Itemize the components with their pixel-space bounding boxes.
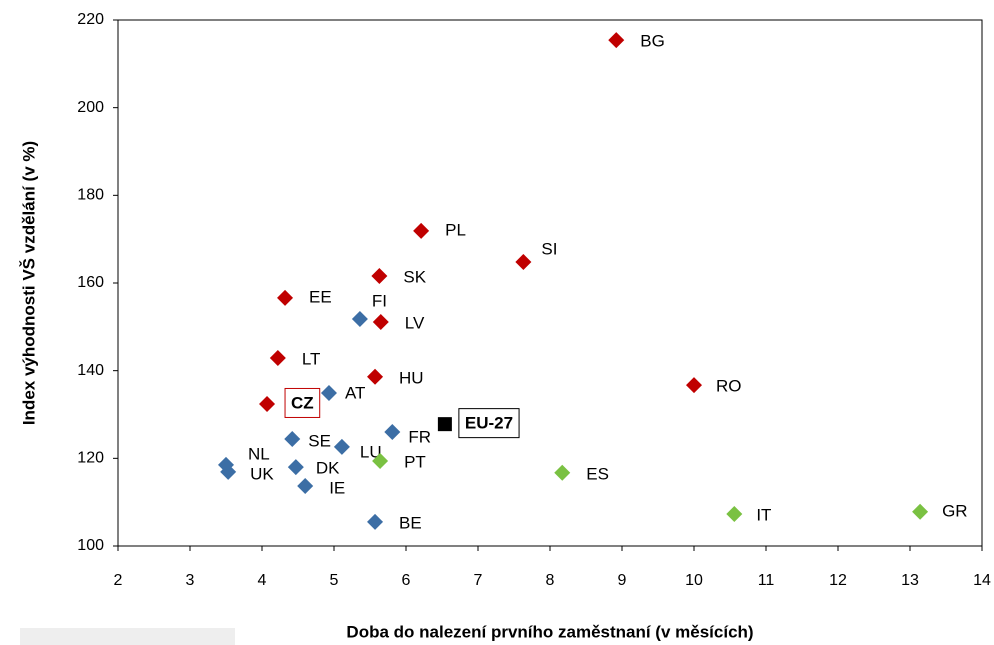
y-tick-label: 160	[77, 274, 104, 291]
point	[367, 513, 384, 530]
point	[320, 385, 337, 402]
point	[608, 32, 625, 49]
point-label: PL	[445, 220, 466, 239]
point-label: FI	[372, 291, 387, 310]
x-axis-title: Doba do nalezení prvního zaměstnaní (v m…	[346, 622, 753, 641]
point	[333, 438, 350, 455]
point-label: IE	[329, 478, 345, 497]
point	[269, 349, 286, 366]
y-tick-label: 180	[77, 187, 104, 204]
point	[413, 222, 430, 239]
point-label: ES	[586, 464, 609, 483]
y-tick-label: 140	[77, 362, 104, 379]
x-tick-label: 9	[618, 572, 627, 589]
point-label: SK	[403, 267, 426, 286]
point	[277, 289, 294, 306]
point-label: LV	[405, 313, 425, 332]
x-tick-label: 8	[546, 572, 555, 589]
point-label: BE	[399, 513, 422, 532]
point-label: SE	[308, 432, 331, 451]
point	[367, 368, 384, 385]
x-tick-label: 14	[973, 572, 991, 589]
point-label: EE	[309, 287, 332, 306]
x-tick-label: 13	[901, 572, 919, 589]
point-label: DK	[316, 459, 340, 478]
point	[351, 310, 368, 327]
point	[554, 464, 571, 481]
point	[372, 314, 389, 331]
x-tick-label: 12	[829, 572, 847, 589]
x-tick-label: 2	[114, 572, 123, 589]
point-label: PT	[404, 452, 426, 471]
point-label: NL	[248, 444, 270, 463]
label-box	[284, 387, 321, 418]
label-box	[458, 408, 520, 439]
x-tick-label: 7	[474, 572, 483, 589]
point	[912, 503, 929, 520]
point	[284, 431, 301, 448]
point-label: HU	[399, 368, 424, 387]
point	[220, 463, 237, 480]
x-tick-label: 4	[258, 572, 267, 589]
x-tick-label: 5	[330, 572, 339, 589]
point	[515, 253, 532, 270]
y-tick-label: 100	[77, 537, 104, 554]
point-label: RO	[716, 377, 742, 396]
y-tick-label: 120	[77, 450, 104, 467]
point	[686, 377, 702, 394]
y-tick-label: 220	[77, 11, 104, 28]
x-tick-label: 3	[186, 572, 195, 589]
y-axis-title: Index výhodnosti VŠ vzdělání (v %)	[19, 141, 38, 425]
point-label: CZ	[291, 393, 314, 412]
point-label: BG	[640, 32, 665, 51]
point-label: GR	[942, 501, 968, 520]
point	[384, 424, 401, 441]
x-tick-label: 11	[758, 572, 775, 589]
x-tick-label: 10	[685, 572, 703, 589]
point	[371, 267, 388, 284]
point	[437, 417, 452, 432]
point-label: LU	[360, 442, 382, 461]
point	[372, 452, 389, 469]
point-label: IT	[756, 505, 771, 524]
plot-area	[117, 19, 983, 547]
point-label: EU-27	[465, 414, 513, 433]
point	[726, 506, 743, 523]
point	[259, 395, 276, 412]
point-label: LT	[302, 349, 321, 368]
x-tick-label: 6	[402, 572, 411, 589]
cropped-box	[20, 628, 235, 645]
point-label: AT	[345, 384, 365, 403]
y-tick-label: 200	[77, 99, 104, 116]
point	[287, 459, 304, 476]
point-label: SI	[541, 239, 557, 258]
point-label: UK	[250, 464, 274, 483]
point-label: FR	[408, 428, 431, 447]
point	[297, 477, 314, 494]
